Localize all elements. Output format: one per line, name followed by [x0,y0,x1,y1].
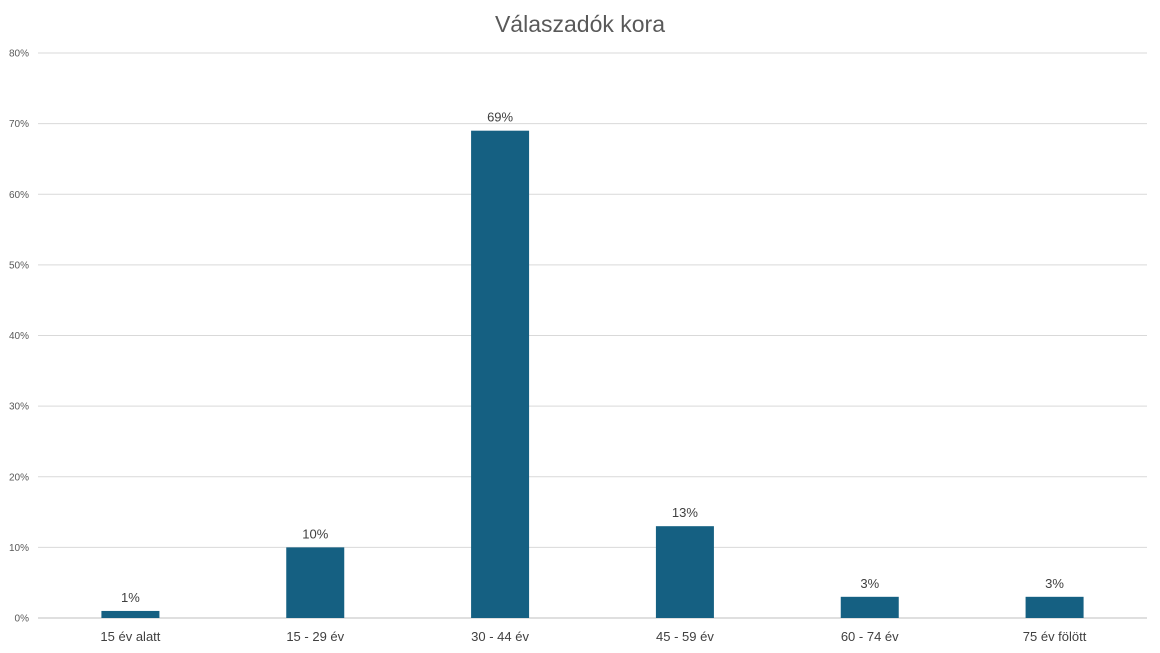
x-tick-label: 45 - 59 év [656,629,714,644]
bar [840,596,899,618]
y-tick-label: 10% [9,543,29,554]
y-axis-ticks: 0% 10% 20% 30% 40% 50% 60% 70% 80% [9,49,29,625]
y-tick-label: 20% [9,472,29,483]
bar [101,610,160,618]
x-tick-label: 60 - 74 év [841,629,899,644]
y-tick-label: 40% [9,331,29,342]
data-label: 10% [302,526,328,541]
bar [286,547,345,618]
y-tick-label: 50% [9,260,29,271]
x-tick-label: 15 - 29 év [286,629,344,644]
y-tick-label: 30% [9,402,29,413]
data-label: 13% [672,505,698,520]
bar [471,130,530,618]
x-axis-ticks: 15 év alatt 15 - 29 év 30 - 44 év 45 - 59 é… [100,629,1086,644]
data-label: 3% [1045,576,1064,591]
y-tick-label: 70% [9,119,29,130]
y-tick-label: 0% [15,614,30,625]
bar [655,526,714,618]
y-tick-label: 80% [9,49,29,60]
bar [1025,596,1084,618]
data-labels: 1% 10% 69% 13% 3% 3% [121,110,1064,605]
gridlines [38,52,1147,619]
data-label: 69% [487,110,513,125]
chart-title: Válaszadók kora [495,11,665,37]
data-label: 3% [860,576,879,591]
data-label: 1% [121,590,140,605]
x-tick-label: 15 év alatt [100,629,160,644]
y-tick-label: 60% [9,190,29,201]
x-tick-label: 30 - 44 év [471,629,529,644]
bars [101,130,1084,618]
x-tick-label: 75 év fölött [1023,629,1087,644]
